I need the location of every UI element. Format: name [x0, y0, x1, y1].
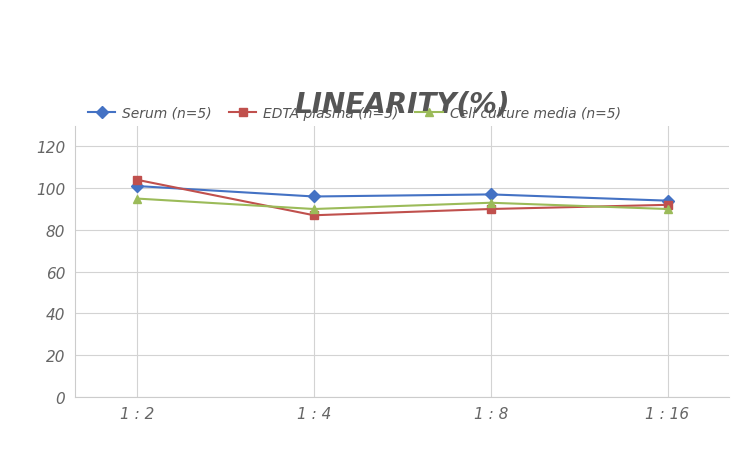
- Cell culture media (n=5): [132, 197, 141, 202]
- Serum (n=5): [487, 192, 496, 198]
- EDTA plasma (n=5): [132, 178, 141, 183]
- Serum (n=5): [132, 184, 141, 189]
- Cell culture media (n=5): [487, 201, 496, 206]
- Line: Cell culture media (n=5): Cell culture media (n=5): [133, 195, 672, 214]
- Line: EDTA plasma (n=5): EDTA plasma (n=5): [133, 176, 672, 220]
- Line: Serum (n=5): Serum (n=5): [133, 183, 672, 205]
- EDTA plasma (n=5): [663, 202, 672, 208]
- Cell culture media (n=5): [663, 207, 672, 212]
- Cell culture media (n=5): [309, 207, 318, 212]
- Title: LINEARITY(%): LINEARITY(%): [295, 91, 510, 119]
- Legend: Serum (n=5), EDTA plasma (n=5), Cell culture media (n=5): Serum (n=5), EDTA plasma (n=5), Cell cul…: [82, 101, 626, 126]
- EDTA plasma (n=5): [309, 213, 318, 218]
- Serum (n=5): [663, 198, 672, 204]
- Serum (n=5): [309, 194, 318, 200]
- EDTA plasma (n=5): [487, 207, 496, 212]
